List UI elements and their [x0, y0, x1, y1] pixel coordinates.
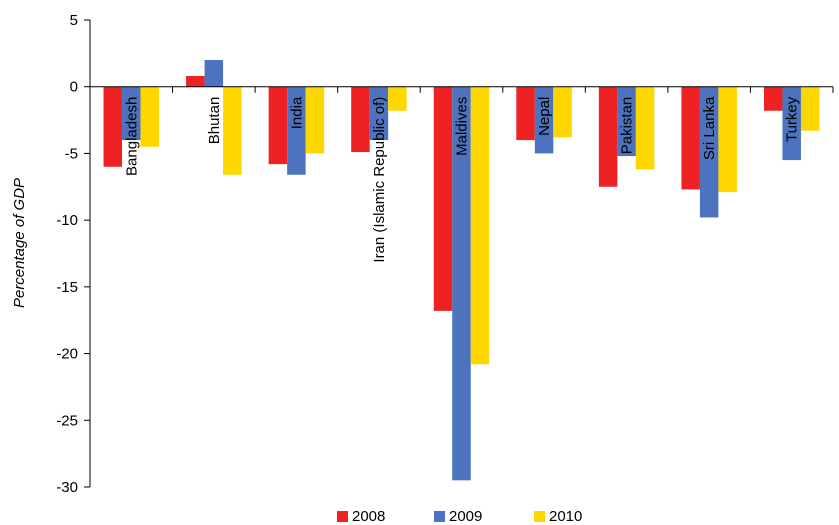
bar-2008-pakistan [598, 86, 618, 187]
bar-2010-maldives [470, 86, 490, 365]
y-tick-label: -30 [56, 479, 78, 496]
bar-2008-maldives [433, 86, 453, 311]
bar-2010-pakistan [635, 86, 655, 170]
legend-label-2009: 2009 [449, 508, 482, 525]
category-label: Iran (Islamic Republic of) [371, 97, 388, 263]
y-tick-label: -10 [56, 212, 78, 229]
category-label: India [288, 96, 305, 129]
bar-2009-iran-islamic-republic-of [369, 86, 389, 141]
category-label: Pakistan [619, 97, 636, 155]
y-tick-label: -5 [65, 145, 78, 162]
y-tick-label: 5 [70, 12, 78, 29]
bar-2009-pakistan [617, 86, 636, 157]
bar-2009-nepal [534, 86, 554, 154]
bar-2008-india [268, 86, 288, 165]
bar-2009-turkey [782, 86, 801, 161]
bar-2010-sri-lanka [718, 86, 737, 193]
bar-2010-bhutan [223, 86, 242, 175]
category-label: Turkey [784, 96, 801, 142]
legend-label-2010: 2010 [549, 508, 582, 525]
category-label: Bangladesh [123, 97, 140, 176]
x-axis [89, 86, 834, 93]
bar-2010-turkey [800, 86, 820, 131]
bar-2008-bhutan [186, 76, 205, 87]
category-label: Bhutan [206, 97, 223, 145]
y-tick-label: -25 [56, 412, 78, 429]
bar-2008-sri-lanka [681, 86, 700, 190]
bar-2010-bangladesh [140, 86, 160, 147]
bar-2010-iran-islamic-republic-of [388, 86, 407, 111]
category-label: Maldives [454, 97, 471, 156]
bar-2008-turkey [763, 86, 783, 111]
category-label: Nepal [536, 97, 553, 136]
bar-2009-maldives [452, 86, 471, 481]
bar-2009-sri-lanka [699, 86, 719, 218]
bar-2010-nepal [553, 86, 572, 138]
y-tick-label: -20 [56, 346, 78, 363]
bar-series-group [103, 60, 820, 481]
legend: 2008 2009 2010 [337, 508, 582, 525]
bar-2009-bhutan [204, 60, 224, 87]
y-axis-title: Percentage of GDP [11, 178, 28, 308]
y-axis: 5 0 -5 -10 -15 -20 -25 -30 [56, 12, 91, 496]
category-label: Sri Lanka [701, 96, 718, 160]
legend-swatch-2008 [337, 511, 348, 522]
bar-2008-nepal [516, 86, 535, 141]
bar-2008-bangladesh [103, 86, 123, 167]
bar-2008-iran-islamic-republic-of [351, 86, 370, 153]
legend-swatch-2009 [434, 511, 445, 522]
y-tick-label: -15 [56, 279, 78, 296]
category-labels: Bangladesh Bhutan India Iran (Islamic Repub… [123, 96, 800, 263]
bar-2009-india [287, 86, 306, 175]
y-tick-label: 0 [70, 79, 78, 96]
bar-2009-bangladesh [122, 86, 141, 141]
bar-2010-india [305, 86, 325, 154]
legend-label-2008: 2008 [352, 508, 385, 525]
legend-swatch-2010 [534, 511, 545, 522]
